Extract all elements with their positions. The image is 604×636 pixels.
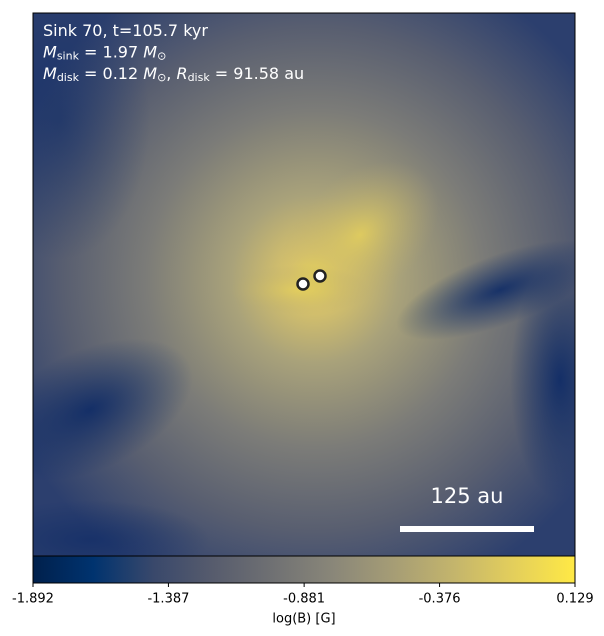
annotation-part: = 1.97 [79,42,143,61]
tick-label: -1.387 [147,592,189,607]
field-map [33,13,575,556]
annotation-part: M [143,64,157,83]
annotation-part: M [143,42,157,61]
annotation: Sink 70, t=105.7 kyr [43,21,208,40]
annotation-part: sink [57,50,80,63]
annotation-part: M [43,64,57,83]
annotation: Msink = 1.97 M⊙ [43,42,166,63]
annotation-part: ⊙ [157,50,166,63]
annotation-part: = 91.58 au [210,64,304,83]
annotation-part: R [176,64,187,83]
annotation-part: = 0.12 [79,64,143,83]
tick-label: -0.881 [283,592,325,607]
annotation-part: Sink 70, t=105.7 kyr [43,21,208,40]
scale-bar-label: 125 au [431,484,504,508]
sink-particle [313,269,327,283]
annotation-part: , [166,64,176,83]
tick-label: 0.129 [556,592,593,607]
annotation-part: M [43,42,57,61]
tick-label: -0.376 [419,592,461,607]
annotation-part: disk [57,71,80,84]
colorbar [32,555,576,584]
colorbar-label: log(B) [G] [272,612,335,627]
tick-label: -1.892 [12,592,54,607]
annotation-part: disk [188,71,211,84]
annotation-part: ⊙ [157,71,166,84]
sink-particle [296,277,310,291]
annotation: Mdisk = 0.12 M⊙, Rdisk = 91.58 au [43,64,304,85]
